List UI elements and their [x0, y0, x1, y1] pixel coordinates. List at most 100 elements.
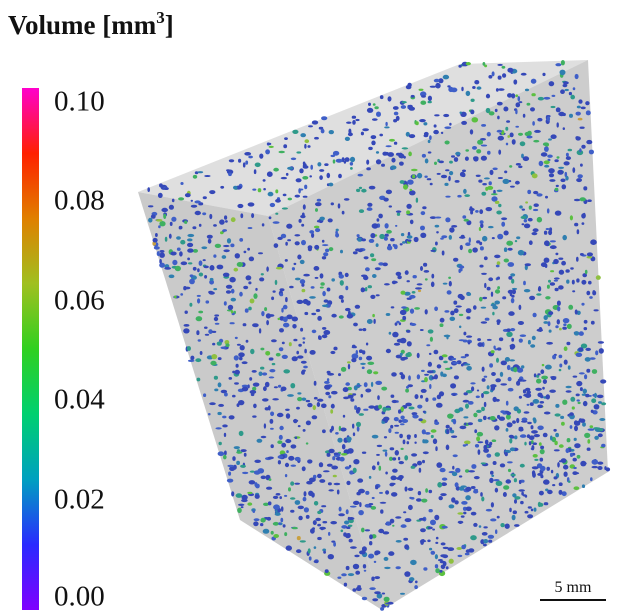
pore-particle [384, 223, 389, 229]
pore-particle [477, 139, 484, 145]
pore-particle [408, 151, 412, 157]
pore-particle [485, 207, 493, 212]
pore-particle [230, 217, 236, 223]
pore-particle [301, 466, 306, 472]
pore-particle [508, 434, 514, 439]
pore-particle [495, 88, 499, 92]
pore-particle [401, 419, 409, 423]
pore-particle [523, 411, 530, 414]
pore-particle [283, 369, 291, 374]
pore-particle [295, 178, 302, 183]
pore-particle [378, 404, 383, 409]
pore-particle [509, 132, 514, 138]
pore-particle [516, 236, 521, 240]
pore-particle [538, 442, 542, 446]
pore-particle [533, 190, 539, 195]
pore-particle [170, 251, 177, 256]
pore-particle [184, 310, 188, 314]
pore-particle [275, 352, 281, 357]
pore-particle [497, 115, 500, 120]
pore-particle [374, 591, 381, 595]
pore-particle [392, 457, 397, 461]
pore-particle [521, 420, 528, 423]
pore-particle [448, 276, 451, 279]
pore-particle [389, 456, 393, 461]
pore-particle [360, 362, 366, 365]
pore-particle [361, 596, 368, 601]
pore-particle [265, 149, 270, 155]
pore-particle [531, 232, 538, 236]
pore-particle [326, 463, 333, 467]
pore-particle [222, 229, 227, 232]
pore-particle [439, 467, 446, 473]
pore-particle [196, 294, 201, 297]
pore-particle [506, 411, 512, 416]
pore-particle [457, 194, 462, 198]
pore-particle [455, 305, 462, 308]
pore-particle [385, 189, 392, 195]
pore-particle [411, 291, 416, 294]
pore-particle [382, 262, 388, 267]
pore-particle [281, 307, 284, 313]
pore-particle [558, 444, 564, 448]
pore-particle [465, 62, 471, 66]
pore-particle [575, 393, 580, 397]
pore-particle [514, 496, 521, 500]
pore-particle [494, 289, 501, 294]
pore-particle [358, 209, 365, 214]
pore-particle [367, 361, 375, 365]
pore-particle [427, 361, 432, 367]
pore-particle [572, 375, 578, 378]
pore-particle [382, 531, 390, 535]
pore-particle [444, 126, 452, 129]
pore-particle [204, 175, 211, 177]
pore-particle [436, 231, 439, 234]
pore-particle [486, 131, 491, 137]
pore-particle [389, 447, 395, 451]
pore-particle [434, 374, 438, 380]
pore-particle [531, 93, 536, 97]
pore-particle [576, 229, 580, 235]
pore-particle [449, 316, 456, 321]
pore-particle [302, 496, 307, 502]
pore-particle [427, 329, 434, 334]
pore-particle [316, 220, 321, 223]
pore-particle [407, 239, 412, 242]
pore-particle [275, 509, 278, 513]
pore-particle [420, 211, 426, 216]
pore-particle [282, 304, 288, 310]
pore-particle [574, 443, 581, 449]
pore-particle [238, 352, 245, 358]
pore-particle [561, 491, 567, 497]
pore-particle [507, 376, 512, 382]
pore-particle [438, 355, 444, 361]
pore-particle [362, 350, 366, 355]
pore-particle [239, 291, 243, 297]
pore-particle [548, 329, 552, 333]
pore-particle [502, 492, 507, 497]
pore-particle [195, 358, 202, 363]
pore-particle [454, 180, 460, 183]
pore-particle [337, 576, 342, 579]
pore-particle [475, 174, 481, 177]
pore-particle [432, 528, 435, 531]
pore-particle [443, 360, 448, 364]
pore-particle [512, 510, 517, 515]
pore-particle [417, 460, 422, 466]
pore-particle [386, 245, 393, 251]
pore-particle [554, 287, 559, 292]
pore-particle [313, 380, 317, 386]
pore-particle [340, 529, 344, 533]
pore-particle [422, 206, 427, 210]
pore-particle [320, 128, 325, 134]
pore-particle [406, 441, 410, 445]
pore-particle [497, 88, 505, 91]
pore-particle [449, 227, 455, 233]
pore-particle [330, 403, 335, 409]
pore-particle [187, 238, 193, 242]
pore-particle [566, 279, 570, 284]
pore-particle [412, 414, 419, 419]
pore-particle [414, 394, 419, 400]
pore-particle [559, 69, 566, 76]
pore-particle [481, 393, 484, 398]
